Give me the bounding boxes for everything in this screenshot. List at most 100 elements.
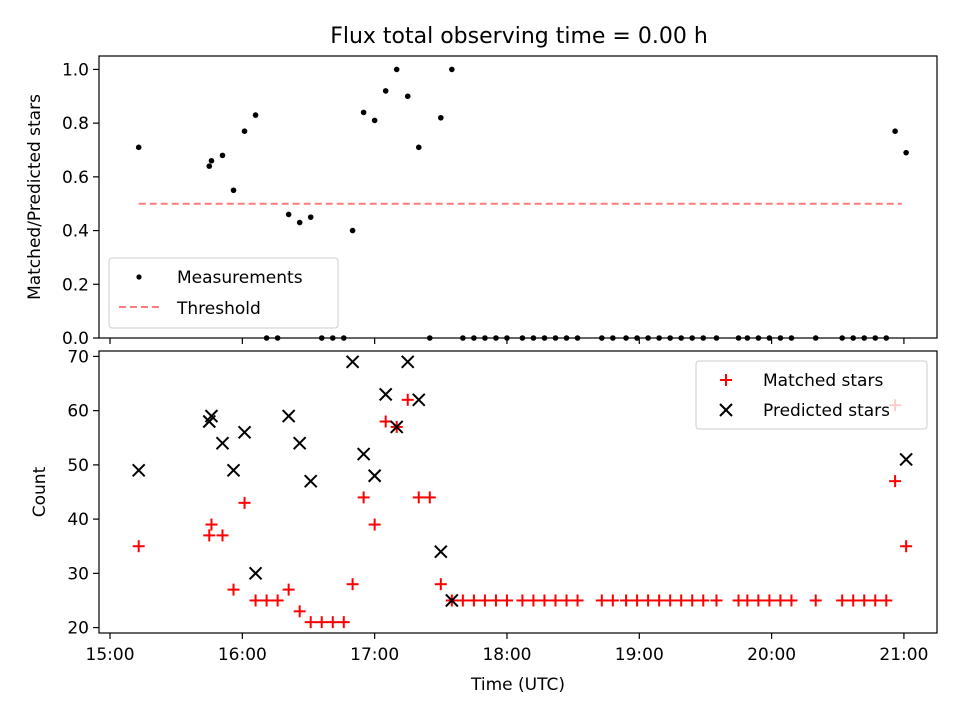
predicted-star-point bbox=[899, 452, 913, 467]
matched-star-point bbox=[346, 578, 359, 591]
predicted-star-point bbox=[401, 355, 415, 369]
x-tick-label: 16:00 bbox=[218, 645, 267, 665]
matched-star-point bbox=[763, 594, 776, 607]
legend-matched-marker bbox=[720, 374, 732, 386]
matched-star-point bbox=[620, 594, 633, 607]
measurement-point bbox=[360, 109, 367, 116]
x-tick-label: 18:00 bbox=[482, 645, 531, 665]
legend-measurements-label: Measurements bbox=[177, 268, 303, 288]
measurement-point bbox=[135, 144, 142, 151]
measurement-point bbox=[903, 149, 909, 156]
x-tick-label: 15:00 bbox=[86, 645, 135, 665]
y-tick-label: 50 bbox=[67, 456, 89, 476]
measurement-point bbox=[371, 117, 378, 124]
matched-star-point bbox=[456, 594, 469, 607]
matched-star-point bbox=[606, 594, 619, 607]
measurement-point bbox=[404, 93, 411, 100]
matched-star-point bbox=[205, 518, 218, 531]
predicted-star-point bbox=[412, 393, 426, 407]
legend-predicted-marker bbox=[719, 403, 733, 417]
matched-star-point bbox=[774, 594, 787, 607]
matched-star-point bbox=[238, 496, 251, 509]
legend-predicted-label: Predicted stars bbox=[763, 401, 890, 421]
x-axis: 15:00 16:00 17:00 18:00 19:00 20:00 21:00 bbox=[86, 645, 929, 665]
measurement-point bbox=[892, 128, 898, 134]
y-tick-label: 30 bbox=[67, 564, 89, 584]
matched-star-point bbox=[664, 594, 677, 607]
predicted-star-point bbox=[445, 593, 459, 608]
x-axis-label: Time (UTC) bbox=[470, 675, 565, 695]
matched-star-point bbox=[401, 393, 414, 406]
matched-star-point bbox=[368, 518, 381, 531]
x-tick-label: 20:00 bbox=[747, 645, 796, 665]
matched-star-point bbox=[467, 594, 480, 607]
bottom-legend-box bbox=[695, 360, 928, 430]
matched-star-point bbox=[326, 616, 339, 629]
y-tick-label: 0.8 bbox=[62, 114, 89, 134]
bottom-y-axis-label: Count bbox=[30, 466, 50, 517]
measurement-point bbox=[208, 157, 215, 164]
measurement-point bbox=[382, 88, 389, 94]
measurement-point bbox=[230, 187, 237, 194]
matched-star-point bbox=[697, 594, 710, 607]
y-tick-label: 40 bbox=[67, 510, 89, 530]
measurement-point bbox=[206, 163, 213, 169]
x-tick-label: 19:00 bbox=[615, 645, 664, 665]
matched-star-point bbox=[869, 594, 882, 607]
matched-star-point bbox=[595, 594, 608, 607]
bottom-legend: Matched stars Predicted stars bbox=[695, 360, 928, 430]
bottom-axes-frame bbox=[98, 350, 938, 634]
measurement-point bbox=[349, 227, 356, 234]
matched-star-point bbox=[260, 594, 273, 607]
matched-star-point bbox=[631, 594, 644, 607]
predicted-star-point bbox=[378, 387, 393, 402]
measurement-point bbox=[449, 66, 455, 73]
matched-star-point bbox=[423, 491, 436, 504]
top-axes-frame bbox=[98, 55, 938, 339]
matched-star-point bbox=[132, 540, 145, 553]
matched-star-point bbox=[836, 594, 849, 607]
ratio-panel: Matched/Predicted stars 0.0 0.2 0.4 0.6 0.8 1… bbox=[25, 55, 938, 349]
matched-star-point bbox=[516, 594, 529, 607]
matched-star-point bbox=[538, 594, 551, 607]
top-y-axis-label: Matched/Predicted stars bbox=[25, 94, 45, 300]
count-panel: Count 20 30 40 50 60 70 Matched stars Predict… bbox=[30, 347, 938, 695]
predicted-star-point bbox=[390, 420, 404, 434]
matched-star-point bbox=[752, 594, 765, 607]
legend-measurements-marker bbox=[136, 274, 142, 280]
matched-star-point bbox=[315, 616, 328, 629]
top-legend-box bbox=[108, 257, 339, 329]
matched-star-point bbox=[337, 616, 350, 629]
measurement-point bbox=[393, 66, 400, 73]
matched-star-point bbox=[293, 605, 306, 618]
matched-star-point bbox=[785, 594, 798, 607]
measurement-point bbox=[219, 152, 226, 159]
matched-star-point bbox=[710, 594, 723, 607]
matched-star-point bbox=[203, 529, 216, 542]
matched-star-point bbox=[478, 594, 491, 607]
y-tick-label: 60 bbox=[67, 402, 89, 422]
matched-star-point bbox=[304, 616, 317, 629]
y-tick-label: 0.0 bbox=[62, 329, 89, 349]
matched-star-point bbox=[216, 529, 229, 542]
predicted-star-point bbox=[215, 436, 230, 450]
predicted-star-point bbox=[367, 469, 382, 483]
matched-star-point bbox=[500, 594, 513, 607]
matched-star-point bbox=[489, 594, 502, 607]
bottom-y-axis: 20 30 40 50 60 70 bbox=[67, 347, 905, 639]
predicted-star-point bbox=[237, 425, 252, 440]
matched-star-point bbox=[741, 594, 754, 607]
matched-star-point bbox=[642, 594, 655, 607]
measurement-point bbox=[241, 128, 248, 134]
y-tick-label: 70 bbox=[67, 347, 89, 367]
matched-star-point bbox=[527, 594, 540, 607]
top-legend: Measurements Threshold bbox=[108, 257, 339, 329]
predicted-star-point bbox=[345, 355, 360, 369]
predicted-star-point bbox=[356, 447, 371, 461]
matched-star-point bbox=[249, 594, 262, 607]
legend-threshold-label: Threshold bbox=[176, 299, 261, 319]
matched-star-point bbox=[271, 594, 284, 607]
matched-star-point bbox=[686, 594, 699, 607]
y-tick-label: 1.0 bbox=[62, 60, 89, 80]
